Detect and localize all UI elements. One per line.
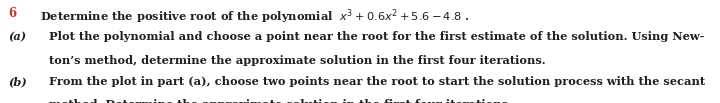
Text: (b): (b) (9, 76, 27, 87)
Text: Plot the polynomial and choose a point near the root for the first estimate of t: Plot the polynomial and choose a point n… (49, 31, 704, 42)
Text: method. Determine the approximate solution in the first four iterations.: method. Determine the approximate soluti… (49, 99, 512, 103)
Text: ton’s method, determine the approximate solution in the first four iterations.: ton’s method, determine the approximate … (49, 55, 546, 66)
Text: (a): (a) (9, 31, 27, 42)
Text: 6: 6 (9, 7, 17, 20)
Text: Determine the positive root of the polynomial  $x^3 + 0.6x^2 + 5.6 - 4.8$ .: Determine the positive root of the polyn… (40, 7, 469, 26)
Text: From the plot in part (a), choose two points near the root to start the solution: From the plot in part (a), choose two po… (49, 76, 705, 87)
